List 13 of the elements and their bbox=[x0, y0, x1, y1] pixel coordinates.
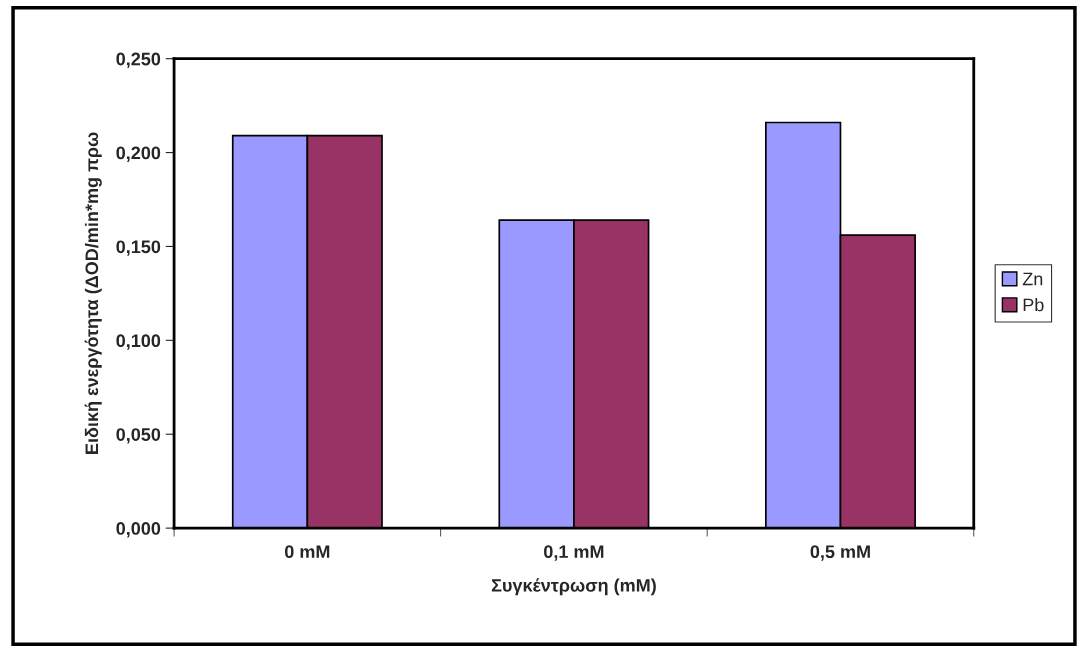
legend-label: Zn bbox=[1022, 272, 1043, 286]
x-tick-label: 0 mM bbox=[285, 545, 330, 559]
legend-label: Pb bbox=[1023, 298, 1044, 312]
x-tick-label: 0,1 mM bbox=[544, 545, 604, 561]
x-axis-title: Συγκέντρωση (mM) bbox=[491, 578, 656, 596]
y-tick-label: 0,200 bbox=[116, 146, 161, 162]
y-tick-label: 0,250 bbox=[116, 52, 161, 69]
y-tick-label: 0,150 bbox=[116, 240, 161, 256]
y-tick-label: 0,100 bbox=[116, 334, 161, 350]
y-axis-title: Ειδική ενεργότητα (ΔOD/min*mg πρω bbox=[84, 132, 102, 454]
x-tick-label: 0,5 mM bbox=[810, 545, 870, 561]
y-tick-label: 0,000 bbox=[116, 522, 161, 538]
y-tick-label: 0,050 bbox=[116, 428, 161, 444]
